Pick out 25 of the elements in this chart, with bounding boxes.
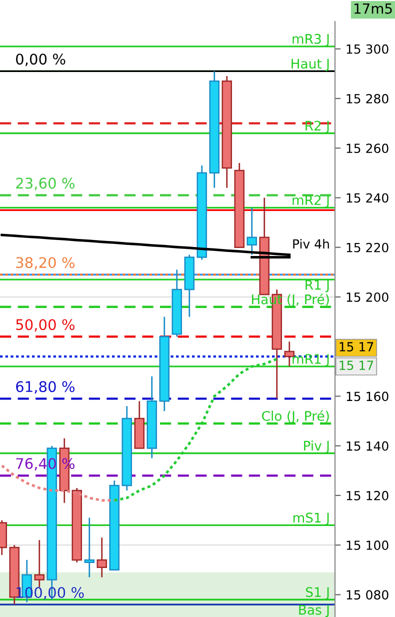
- ref-line-label: mR3 J: [292, 34, 329, 46]
- text: 15 17: [340, 360, 374, 370]
- annotation: 23,60 %: [16, 178, 75, 190]
- y-tick-label: 15 260: [346, 144, 388, 154]
- annotation: 0,00 %: [16, 54, 66, 66]
- y-tick-label: 15 140: [346, 441, 388, 451]
- annotation: 38,20 %: [16, 257, 75, 270]
- y-tick-label: 15 200: [346, 292, 388, 302]
- series-label: Piv 4h: [293, 238, 329, 248]
- ref-line-label: Bas J: [299, 605, 329, 617]
- y-tick-label: 15 080: [346, 590, 388, 600]
- y-tick-label: 15 220: [346, 242, 388, 252]
- ref-line-label: mR1 J: [292, 354, 329, 366]
- annotation: 50,00 %: [16, 319, 75, 332]
- y-tick-label: 15 120: [346, 490, 388, 500]
- y-tick-label: 15 160: [346, 392, 388, 402]
- text: 15 17: [340, 342, 374, 352]
- y-tick-label: 15 300: [346, 44, 388, 54]
- y-tick-label: 15 280: [346, 94, 388, 104]
- y-tick-label: 15 240: [346, 193, 388, 203]
- y-tick-label: 15 100: [346, 540, 388, 550]
- text: 17m5: [354, 4, 392, 14]
- annotation: 61,80 %: [16, 381, 75, 394]
- ref-line-label: R1 J: [306, 280, 329, 292]
- ref-line-label: Haut J: [292, 58, 329, 72]
